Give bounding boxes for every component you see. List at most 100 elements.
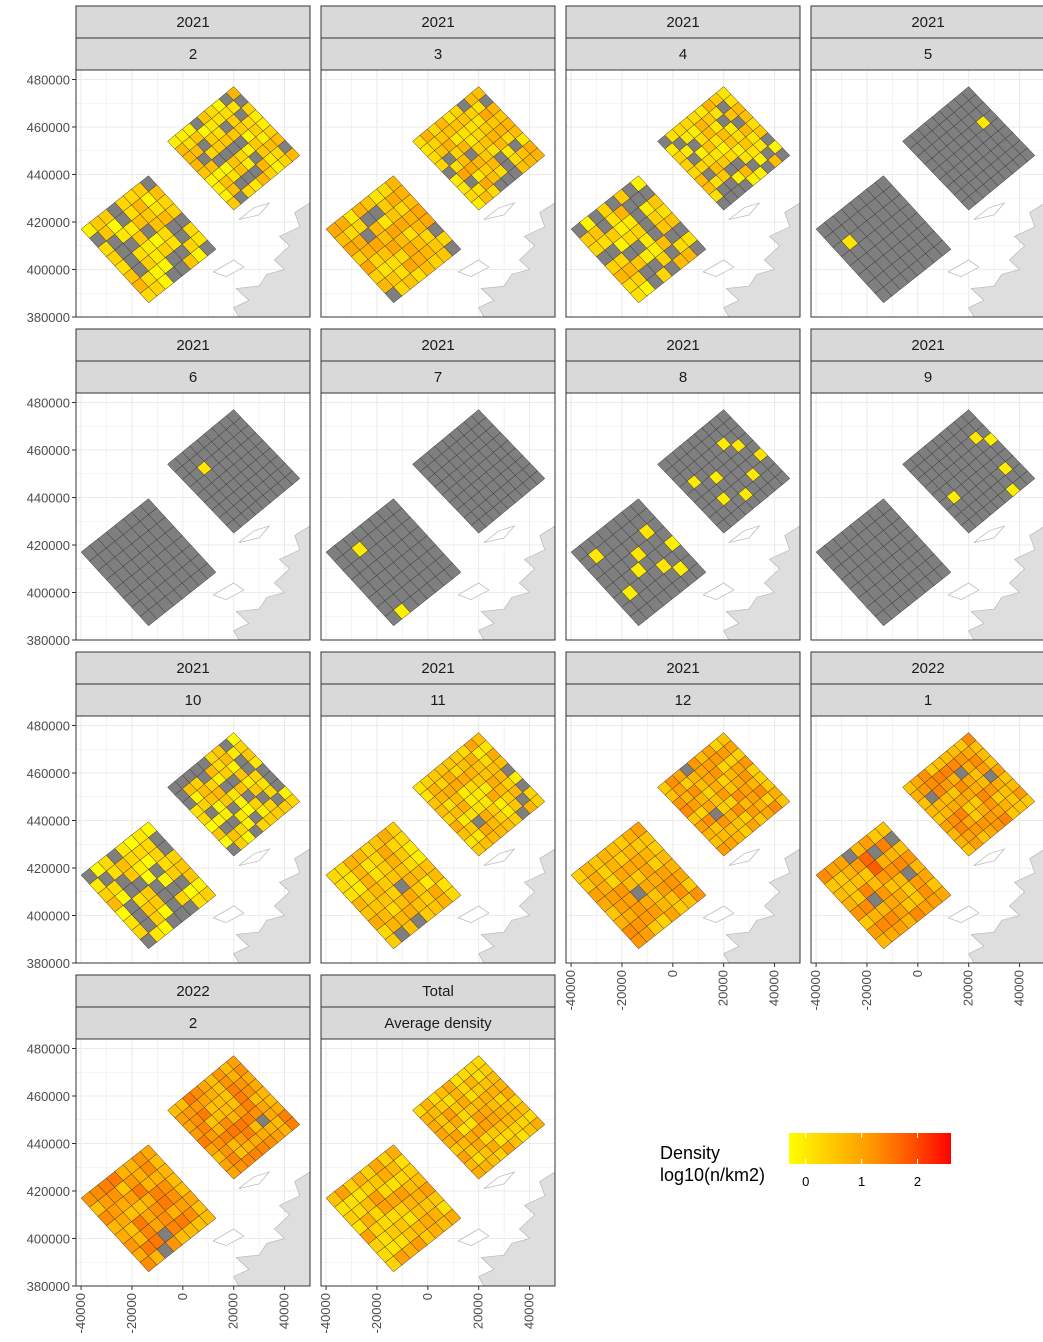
facet-label-text: Average density <box>384 1015 492 1032</box>
facet-label-text: 4 <box>679 46 687 63</box>
facet-strip-year <box>75 328 311 362</box>
facet-year-text: 2021 <box>421 337 454 354</box>
land-polygon <box>723 848 800 963</box>
y-tick-label: 460000 <box>27 766 70 781</box>
panel-border <box>565 715 801 964</box>
water-inlet <box>212 582 245 601</box>
x-tick-label: 40000 <box>767 970 782 1006</box>
water-inlet <box>457 1228 490 1247</box>
water-inlet <box>238 525 271 543</box>
x-tick-label: -40000 <box>73 1293 88 1333</box>
x-tick-label: 40000 <box>522 1293 537 1329</box>
facet-strip-label <box>320 683 556 717</box>
x-tick-label: 40000 <box>1012 970 1027 1006</box>
facet-panel: 2021 3 <box>320 5 556 318</box>
facet-strip-label <box>810 37 1043 71</box>
facet-label-text: 7 <box>434 369 442 386</box>
land-polygon <box>478 202 555 317</box>
water-inlet <box>973 848 1006 866</box>
panel-content <box>76 1039 310 1286</box>
panel-border <box>75 715 311 964</box>
facet-year-text: 2021 <box>911 14 944 31</box>
legend-ticks: 0 1 2 <box>802 1133 921 1189</box>
panel-content <box>811 716 1043 963</box>
facet-year-text: 2022 <box>176 983 209 1000</box>
panel-content <box>76 716 310 963</box>
x-tick-label: -20000 <box>369 1293 384 1333</box>
facet-year-text: 2021 <box>911 337 944 354</box>
facet-strip-label <box>565 360 801 394</box>
water-inlet <box>238 1171 271 1189</box>
facet-panel: 2022 1 -40000 -20000 0 20000 40000 <box>808 651 1043 1010</box>
x-tick-label: 0 <box>910 970 925 977</box>
land-polygon <box>233 525 310 640</box>
water-inlet <box>973 202 1006 220</box>
facet-year-text: Total <box>422 983 454 1000</box>
x-tick-label: 20000 <box>716 970 731 1006</box>
legend-title-line2: log10(n/km2) <box>660 1165 765 1185</box>
land-polygon <box>233 1171 310 1286</box>
grid-cell <box>284 147 301 162</box>
y-tick-label: 440000 <box>27 168 70 183</box>
grid-cell <box>284 793 301 808</box>
panel-content <box>566 716 800 963</box>
grid-cell <box>688 885 707 903</box>
facet-year-text: 2021 <box>176 14 209 31</box>
facet-year-text: 2021 <box>666 14 699 31</box>
water-inlet <box>483 848 516 866</box>
y-tick-label: 440000 <box>27 1137 70 1152</box>
water-inlet <box>702 582 735 601</box>
water-inlet <box>702 259 735 278</box>
facet-panel: Total Average density -40000 -20000 0 20000 40… <box>318 974 556 1333</box>
facet-strip-year <box>810 328 1043 362</box>
facet-label-text: 11 <box>430 692 446 709</box>
facet-label-text: 8 <box>679 369 687 386</box>
facet-year-text: 2021 <box>666 660 699 677</box>
facet-panel: 2021 11 <box>320 651 556 964</box>
panel-border <box>75 392 311 641</box>
facet-strip-year <box>75 5 311 39</box>
x-tick-label: -20000 <box>614 970 629 1010</box>
facet-panel: 2021 2 480000 460000 440000 420000 400000 38000… <box>27 5 311 325</box>
land-polygon <box>968 849 1043 963</box>
land-polygon <box>723 525 800 640</box>
panel-border <box>320 69 556 318</box>
facet-strip-year <box>810 5 1043 39</box>
y-tick-label: 460000 <box>27 120 70 135</box>
water-inlet <box>947 905 980 924</box>
y-tick-label: 380000 <box>27 956 70 971</box>
grid-cell <box>284 470 301 485</box>
grid-cell <box>688 239 707 257</box>
facet-panel: 2021 5 <box>810 5 1043 318</box>
facet-strip-year <box>75 651 311 685</box>
y-tick-label: 400000 <box>27 909 70 924</box>
grid-cell <box>1019 470 1036 485</box>
panel-border <box>565 392 801 641</box>
facet-year-text: 2021 <box>176 337 209 354</box>
grid-cell <box>198 885 217 903</box>
facet-strip-label <box>810 360 1043 394</box>
y-tick-label: 380000 <box>27 1279 70 1294</box>
water-inlet <box>457 905 490 924</box>
y-tick-label: 380000 <box>27 633 70 648</box>
panel-border <box>810 69 1043 318</box>
facet-strip-label <box>320 360 556 394</box>
water-inlet <box>483 1171 516 1189</box>
facet-strip-year <box>320 5 556 39</box>
y-tick-label: 420000 <box>27 538 70 553</box>
grid-cell <box>443 1208 462 1226</box>
panel-border <box>75 1038 311 1287</box>
grid-cell <box>198 1208 217 1226</box>
water-inlet <box>947 259 980 278</box>
water-inlet <box>212 905 245 924</box>
y-tick-label: 480000 <box>27 396 70 411</box>
facet-strip-label <box>810 683 1043 717</box>
land-polygon <box>233 848 310 963</box>
legend-tick-label: 0 <box>802 1174 809 1189</box>
facet-year-text: 2021 <box>666 337 699 354</box>
facet-strip-year <box>565 651 801 685</box>
water-inlet <box>212 259 245 278</box>
water-inlet <box>947 582 980 601</box>
y-tick-label: 480000 <box>27 1042 70 1057</box>
facet-panel: 2021 10 480000 460000 440000 420000 400000 3800… <box>27 651 311 971</box>
